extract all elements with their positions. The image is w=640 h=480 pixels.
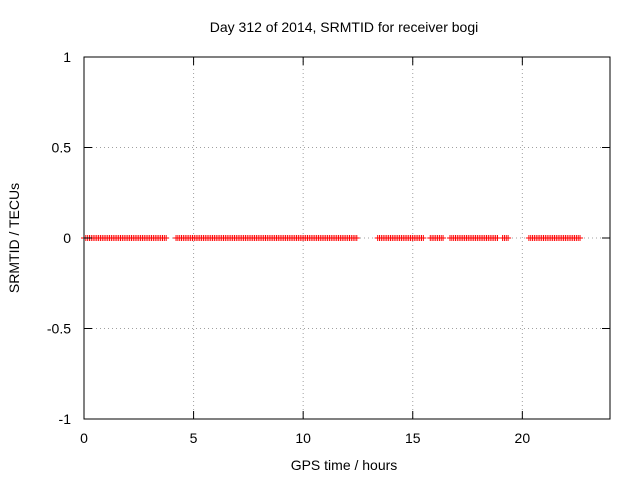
y-tick-label: -0.5 [47,321,71,337]
chart-title: Day 312 of 2014, SRMTID for receiver bog… [210,19,478,35]
x-tick-label: 5 [190,430,198,446]
x-tick-label: 0 [80,430,88,446]
data-point [420,235,427,241]
data-point [353,235,360,241]
x-tick-label: 10 [295,430,311,446]
x-axis-label: GPS time / hours [291,457,398,473]
data-point [577,235,584,241]
y-tick-labels: -1 -0.5 0 0.5 1 [47,49,71,427]
y-axis-label: SRMTID / TECUs [6,183,22,293]
x-tick-label: 20 [515,430,531,446]
data-point [163,235,170,241]
y-tick-label: 0 [63,230,71,246]
data-point [505,235,512,241]
x-tick-labels: 0 5 10 15 20 [80,430,530,446]
data-point [494,235,501,241]
data-point [440,235,447,241]
y-tick-label: 0.5 [52,140,72,156]
y-tick-label: -1 [59,411,72,427]
axis-ticks [83,56,610,420]
x-tick-label: 15 [405,430,421,446]
data-points [81,235,584,241]
y-tick-label: 1 [63,49,71,65]
